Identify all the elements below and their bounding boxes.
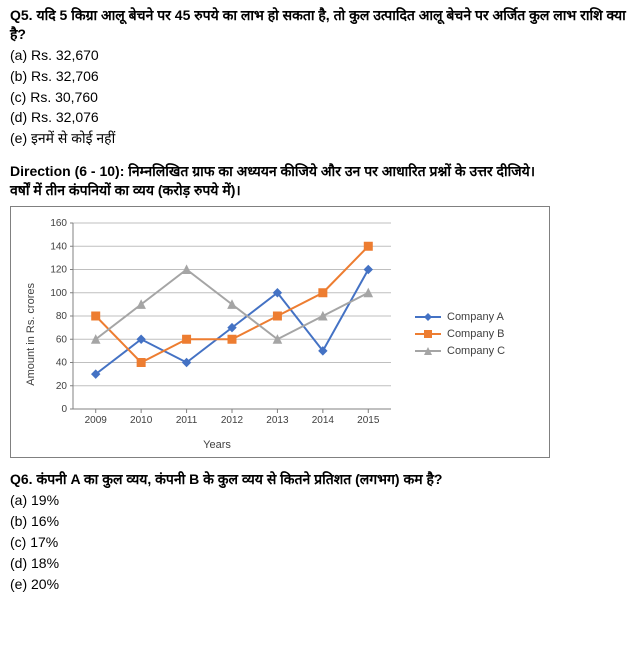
q6-option-e: (e) 20% (10, 575, 631, 594)
legend-item: Company A (415, 311, 505, 323)
chart-xlabel: Years (37, 439, 397, 451)
q5-option-d: (d) Rs. 32,076 (10, 108, 631, 127)
q6-options: (a) 19% (b) 16% (c) 17% (d) 18% (e) 20% (10, 491, 631, 593)
q6-option-a: (a) 19% (10, 491, 631, 510)
svg-text:2012: 2012 (221, 415, 244, 426)
chart-ylabel: Amount in Rs. crores (21, 283, 37, 386)
svg-text:0: 0 (61, 404, 67, 415)
q5-option-c: (c) Rs. 30,760 (10, 88, 631, 107)
svg-text:2010: 2010 (130, 415, 153, 426)
q6-option-d: (d) 18% (10, 554, 631, 573)
legend-label: Company A (447, 311, 504, 323)
question-5: Q5. यदि 5 किग्रा आलू बेचने पर 45 रुपये क… (10, 6, 631, 148)
svg-text:80: 80 (56, 311, 68, 322)
question-6: Q6. कंपनी A का कुल व्यय, कंपनी B के कुल … (10, 470, 631, 593)
q6-option-c: (c) 17% (10, 533, 631, 552)
q5-prompt: Q5. यदि 5 किग्रा आलू बेचने पर 45 रुपये क… (10, 6, 631, 44)
legend-label: Company B (447, 328, 504, 340)
chart-plot: 0 20 40 60 80 100 120 140 160 2009 2010 2011 2012 201… (37, 217, 397, 437)
svg-text:2009: 2009 (85, 415, 108, 426)
q5-option-a: (a) Rs. 32,670 (10, 46, 631, 65)
direction-subtitle: वर्षों में तीन कंपनियों का व्यय (करोड़ र… (10, 181, 631, 200)
q5-options: (a) Rs. 32,670 (b) Rs. 32,706 (c) Rs. 30… (10, 46, 631, 148)
svg-text:20: 20 (56, 381, 68, 392)
q5-option-b: (b) Rs. 32,706 (10, 67, 631, 86)
expense-chart: Amount in Rs. crores 0 20 40 60 80 100 120 140 1… (10, 206, 550, 458)
q5-option-e: (e) इनमें से कोई नहीं (10, 129, 631, 148)
svg-text:120: 120 (50, 265, 67, 276)
svg-text:60: 60 (56, 334, 68, 345)
svg-text:2015: 2015 (357, 415, 380, 426)
q6-prompt: Q6. कंपनी A का कुल व्यय, कंपनी B के कुल … (10, 470, 631, 489)
legend-item: Company B (415, 328, 505, 340)
legend-item: Company C (415, 345, 505, 357)
direction-title: Direction (6 - 10): निम्नलिखित ग्राफ का … (10, 162, 631, 181)
svg-text:2014: 2014 (312, 415, 335, 426)
legend-label: Company C (447, 345, 505, 357)
direction-block: Direction (6 - 10): निम्नलिखित ग्राफ का … (10, 162, 631, 200)
svg-text:100: 100 (50, 288, 67, 299)
svg-text:2011: 2011 (176, 415, 198, 426)
svg-text:2013: 2013 (266, 415, 289, 426)
chart-legend: Company A Company B Company C (397, 306, 505, 362)
svg-text:160: 160 (50, 218, 67, 229)
svg-text:140: 140 (50, 241, 67, 252)
svg-text:40: 40 (56, 358, 68, 369)
q6-option-b: (b) 16% (10, 512, 631, 531)
